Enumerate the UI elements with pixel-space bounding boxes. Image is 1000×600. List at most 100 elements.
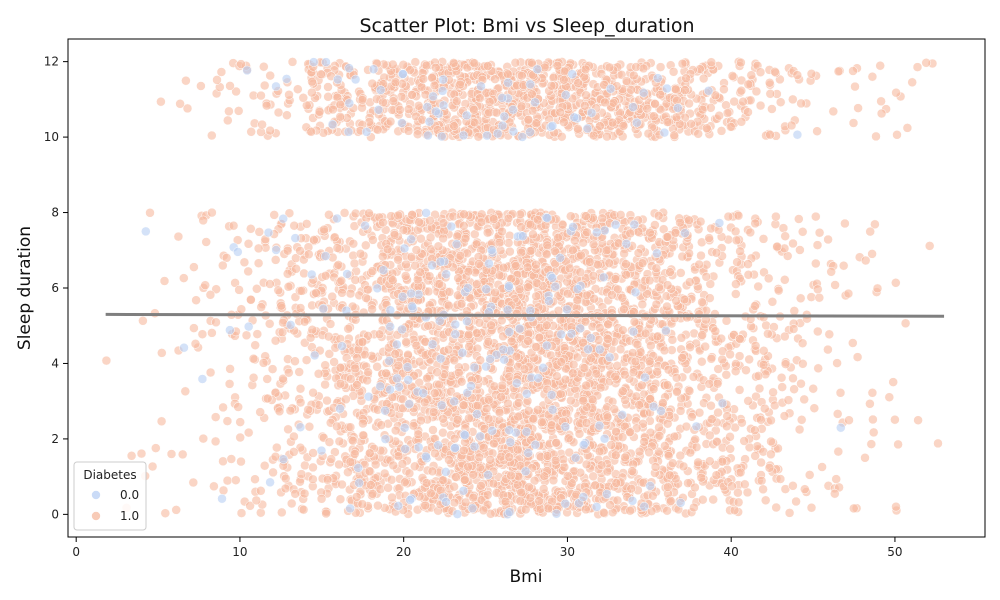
point-series-1 [758, 360, 769, 370]
point-series-1 [604, 62, 615, 73]
point-series-1 [888, 377, 898, 387]
point-series-1 [717, 354, 727, 365]
point-series-1 [722, 411, 732, 421]
point-series-1 [797, 227, 808, 237]
point-series-1 [252, 284, 262, 294]
point-series-1 [542, 249, 552, 260]
point-series-1 [429, 80, 440, 91]
point-series-1 [201, 237, 211, 247]
point-series-1 [496, 392, 506, 402]
point-series-1 [180, 386, 191, 397]
point-series-1 [853, 103, 863, 113]
point-series-1 [358, 418, 368, 429]
point-series-1 [236, 508, 247, 518]
point-series-1 [324, 210, 334, 220]
point-series-1 [833, 66, 844, 77]
point-series-1 [658, 398, 668, 408]
point-series-1 [517, 70, 527, 81]
point-series-1 [633, 248, 644, 258]
point-series-1 [159, 276, 170, 286]
point-series-1 [712, 436, 722, 447]
point-series-1 [736, 85, 747, 96]
points-layer [101, 57, 943, 520]
point-series-1 [504, 371, 514, 382]
point-series-1 [231, 86, 241, 97]
point-series-1 [419, 397, 430, 408]
point-series-1 [253, 243, 264, 254]
point-series-1 [738, 96, 748, 107]
point-series-1 [196, 81, 206, 91]
point-series-1 [301, 219, 312, 229]
point-series-1 [522, 262, 533, 273]
point-series-1 [848, 338, 858, 348]
point-series-1 [361, 293, 371, 303]
point-series-1 [265, 70, 275, 81]
point-series-1 [722, 421, 732, 432]
point-series-1 [413, 101, 424, 111]
point-series-1 [789, 306, 800, 316]
point-series-1 [468, 470, 479, 480]
point-series-1 [667, 335, 678, 345]
point-series-1 [472, 400, 483, 411]
point-series-1 [776, 372, 787, 383]
point-series-1 [743, 107, 753, 117]
point-series-1 [731, 279, 741, 289]
point-series-1 [348, 435, 358, 446]
point-series-1 [812, 240, 823, 250]
point-series-1 [305, 332, 316, 343]
point-series-1 [224, 106, 234, 117]
point-series-1 [593, 259, 603, 270]
point-series-1 [434, 379, 444, 390]
point-series-1 [421, 60, 432, 71]
point-series-1 [693, 457, 703, 468]
point-series-1 [706, 400, 716, 411]
point-series-1 [320, 379, 330, 390]
point-series-1 [830, 280, 840, 290]
point-series-1 [475, 93, 485, 103]
point-series-1 [823, 344, 833, 355]
point-series-1 [525, 493, 536, 503]
point-series-1 [696, 250, 706, 261]
point-series-1 [634, 400, 644, 410]
point-series-1 [832, 358, 842, 368]
point-series-1 [893, 439, 903, 450]
point-series-1 [600, 97, 610, 108]
point-series-1 [463, 461, 473, 472]
point-series-1 [780, 331, 790, 342]
point-series-1 [393, 210, 403, 221]
point-series-1 [680, 85, 690, 95]
point-series-1 [711, 248, 722, 258]
point-series-1 [301, 355, 312, 365]
point-series-1 [428, 407, 439, 417]
point-series-1 [323, 92, 333, 102]
point-series-1 [300, 460, 310, 471]
point-series-1 [483, 337, 494, 347]
point-series-1 [876, 96, 886, 107]
point-series-1 [395, 105, 405, 115]
point-series-1 [676, 268, 686, 278]
point-series-1 [777, 382, 787, 392]
point-series-1 [375, 484, 386, 494]
point-series-1 [225, 364, 235, 374]
point-series-1 [817, 462, 827, 472]
point-series-1 [742, 487, 753, 498]
point-series-1 [662, 117, 673, 127]
point-series-1 [255, 407, 265, 417]
point-series-1 [743, 396, 753, 406]
point-series-1 [745, 227, 756, 238]
point-series-1 [308, 387, 318, 398]
point-series-1 [472, 279, 482, 290]
point-series-1 [575, 267, 586, 277]
point-series-1 [309, 235, 319, 245]
point-series-1 [735, 467, 746, 478]
point-series-1 [868, 427, 879, 438]
point-series-1 [598, 507, 609, 518]
point-series-1 [872, 283, 883, 294]
point-series-1 [617, 293, 628, 303]
point-series-1 [482, 227, 493, 238]
point-series-1 [596, 460, 607, 470]
point-series-1 [813, 326, 823, 337]
point-series-1 [671, 296, 681, 306]
point-series-1 [205, 367, 216, 378]
point-series-1 [326, 454, 336, 464]
